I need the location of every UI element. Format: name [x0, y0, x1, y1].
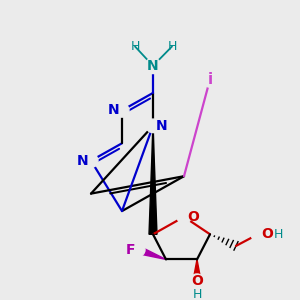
Circle shape — [190, 274, 204, 287]
Text: O: O — [191, 274, 203, 288]
Text: N: N — [156, 119, 168, 133]
Text: F: F — [125, 243, 135, 257]
Circle shape — [251, 227, 265, 241]
Polygon shape — [149, 126, 157, 234]
Text: O: O — [261, 227, 273, 241]
Text: H: H — [274, 228, 284, 241]
Circle shape — [202, 72, 218, 87]
Text: H: H — [130, 40, 140, 53]
Polygon shape — [193, 260, 201, 281]
Text: O: O — [187, 210, 199, 224]
Text: N: N — [147, 59, 159, 73]
Circle shape — [131, 243, 145, 256]
Circle shape — [84, 154, 98, 167]
Circle shape — [145, 58, 161, 74]
Circle shape — [146, 119, 160, 133]
Text: N: N — [107, 103, 119, 117]
Circle shape — [177, 210, 191, 224]
Text: H: H — [167, 40, 177, 53]
Text: N: N — [76, 154, 88, 168]
Text: H: H — [192, 288, 202, 300]
Polygon shape — [137, 246, 166, 260]
Circle shape — [115, 103, 129, 117]
Text: i: i — [207, 72, 213, 87]
